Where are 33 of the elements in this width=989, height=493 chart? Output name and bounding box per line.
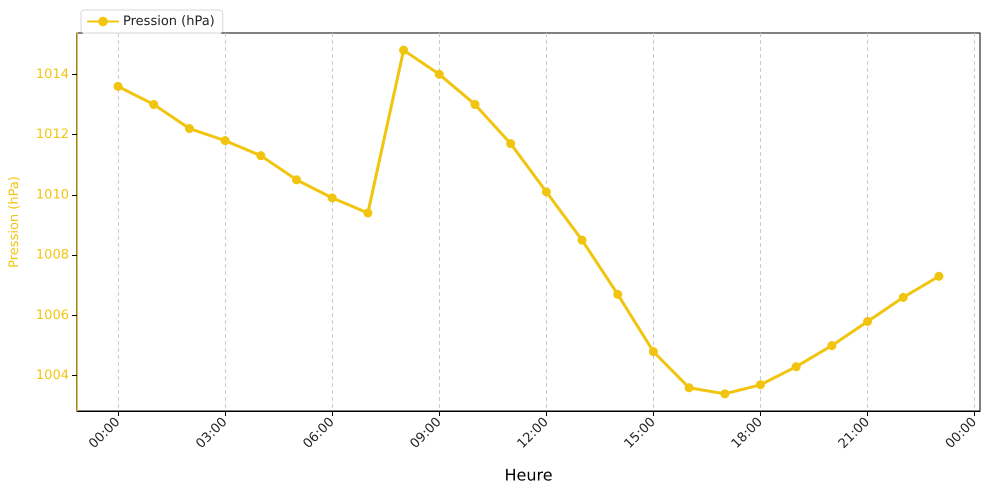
- point: [792, 362, 801, 372]
- point: [756, 380, 765, 390]
- point: [684, 383, 694, 392]
- point: [220, 136, 230, 146]
- y-tick-label: 1014: [36, 66, 69, 82]
- point: [434, 70, 444, 79]
- point: [470, 100, 480, 109]
- point: [578, 236, 587, 245]
- point: [328, 193, 337, 202]
- point: [720, 389, 730, 398]
- y-axis-title: Pression (hPa): [7, 176, 22, 268]
- point: [149, 100, 158, 109]
- point: [292, 175, 302, 184]
- y-tick-label: 1006: [36, 308, 69, 323]
- point: [256, 151, 266, 160]
- point: [898, 292, 908, 302]
- point: [114, 82, 123, 91]
- point: [363, 208, 372, 218]
- y-tick-label: 1004: [36, 368, 69, 384]
- point: [542, 187, 551, 196]
- point: [399, 46, 408, 55]
- y-tick-label: 1008: [36, 248, 69, 263]
- legend-label: Pression (hPa): [123, 14, 215, 29]
- point: [827, 341, 836, 350]
- point: [648, 347, 658, 356]
- y-tick-label: 1010: [36, 187, 69, 202]
- x-axis-title: Heure: [504, 466, 553, 484]
- point: [863, 316, 872, 326]
- point: [184, 124, 194, 134]
- point: [934, 272, 944, 281]
- point: [613, 290, 622, 299]
- y-tick-label: 1012: [36, 127, 69, 142]
- point: [506, 139, 516, 148]
